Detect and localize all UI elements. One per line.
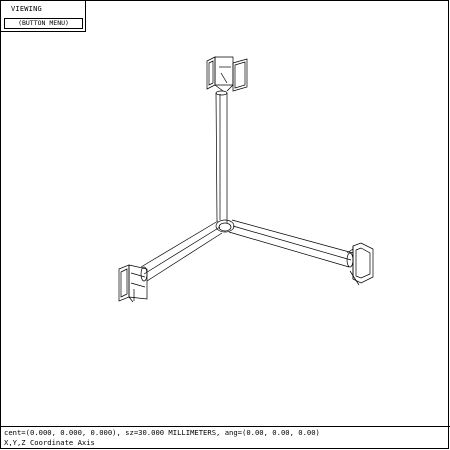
z-axis-arm — [206, 56, 248, 223]
y-axis-end-fitting — [118, 264, 148, 303]
button-menu-button[interactable]: (BUTTON MENU) — [4, 18, 83, 29]
model-name-label: X,Y,Z Coordinate Axis — [4, 438, 95, 447]
viewing-menu-panel: VIEWING (BUTTON MENU) — [0, 0, 86, 32]
z-axis-end-fitting — [206, 56, 248, 92]
status-bar: cent=(0.000, 0.000, 0.000), sz=30.000 MI… — [0, 426, 450, 450]
graphics-viewport[interactable] — [1, 1, 448, 426]
x-axis-arm — [228, 219, 374, 286]
menu-title: VIEWING — [11, 5, 42, 13]
coordinate-axis-model — [118, 56, 374, 303]
axis-origin-hub — [215, 219, 235, 233]
x-axis-end-fitting — [346, 242, 374, 286]
view-parameters-readout: cent=(0.000, 0.000, 0.000), sz=30.000 MI… — [4, 428, 320, 437]
y-axis-arm — [118, 220, 223, 303]
